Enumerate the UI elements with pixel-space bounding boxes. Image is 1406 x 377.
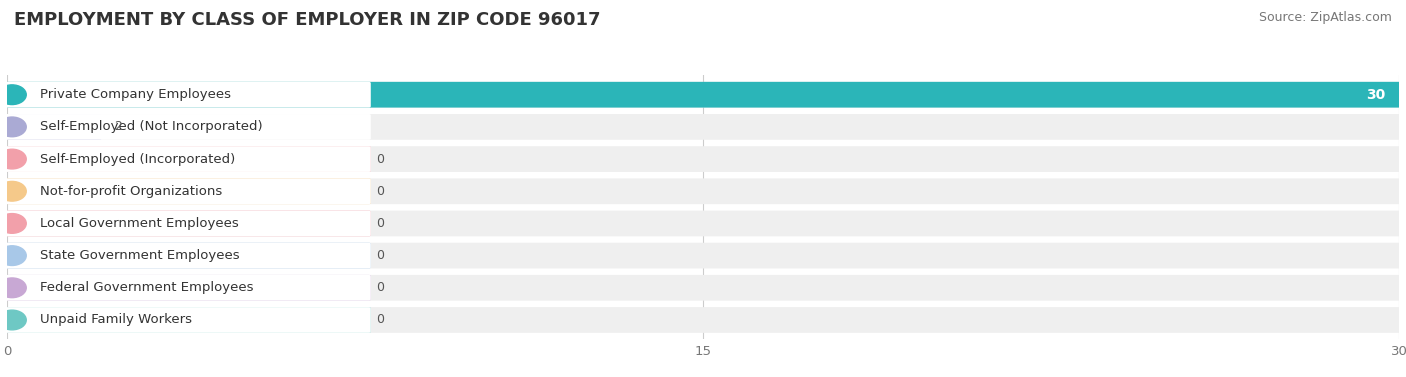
FancyBboxPatch shape [6,211,1400,236]
FancyBboxPatch shape [6,82,1400,107]
FancyBboxPatch shape [6,146,371,172]
Text: Self-Employed (Not Incorporated): Self-Employed (Not Incorporated) [39,120,262,133]
Text: Private Company Employees: Private Company Employees [39,88,231,101]
Text: EMPLOYMENT BY CLASS OF EMPLOYER IN ZIP CODE 96017: EMPLOYMENT BY CLASS OF EMPLOYER IN ZIP C… [14,11,600,29]
FancyBboxPatch shape [6,307,1400,333]
Circle shape [0,246,27,265]
Text: Self-Employed (Incorporated): Self-Employed (Incorporated) [39,153,235,166]
FancyBboxPatch shape [6,211,371,236]
FancyBboxPatch shape [6,243,371,268]
FancyBboxPatch shape [6,178,1400,204]
FancyBboxPatch shape [6,178,371,204]
Text: 0: 0 [375,314,384,326]
Text: Federal Government Employees: Federal Government Employees [39,281,253,294]
Text: Unpaid Family Workers: Unpaid Family Workers [39,314,191,326]
Circle shape [0,310,27,330]
Text: 2: 2 [114,120,122,133]
FancyBboxPatch shape [6,114,371,140]
FancyBboxPatch shape [6,243,1400,268]
FancyBboxPatch shape [6,114,101,140]
FancyBboxPatch shape [6,275,371,301]
FancyBboxPatch shape [6,146,1400,172]
FancyBboxPatch shape [6,146,371,172]
FancyBboxPatch shape [6,275,371,301]
Text: 0: 0 [375,185,384,198]
FancyBboxPatch shape [6,243,371,268]
FancyBboxPatch shape [6,211,371,236]
FancyBboxPatch shape [6,275,1400,301]
Text: 0: 0 [375,281,384,294]
FancyBboxPatch shape [6,82,371,107]
Circle shape [0,117,27,137]
Circle shape [0,149,27,169]
Text: State Government Employees: State Government Employees [39,249,239,262]
FancyBboxPatch shape [6,307,371,333]
Text: Source: ZipAtlas.com: Source: ZipAtlas.com [1258,11,1392,24]
Circle shape [0,214,27,233]
FancyBboxPatch shape [6,307,371,333]
FancyBboxPatch shape [6,178,371,204]
Text: 30: 30 [1365,88,1385,102]
FancyBboxPatch shape [6,82,1400,107]
Text: 0: 0 [375,217,384,230]
Text: 0: 0 [375,249,384,262]
Circle shape [0,278,27,298]
Text: 0: 0 [375,153,384,166]
Circle shape [0,85,27,104]
FancyBboxPatch shape [6,114,1400,140]
Text: Not-for-profit Organizations: Not-for-profit Organizations [39,185,222,198]
Text: Local Government Employees: Local Government Employees [39,217,238,230]
Circle shape [0,181,27,201]
